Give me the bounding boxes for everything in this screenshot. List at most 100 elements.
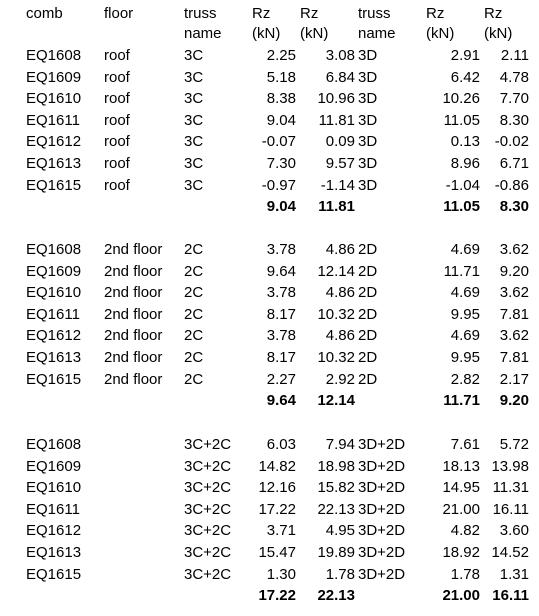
- header-floor: floor: [104, 5, 134, 22]
- cell-rz-4: 7.81: [499, 349, 529, 366]
- cell-floor: roof: [104, 133, 130, 151]
- cell-rz-3: -1.04: [445, 176, 480, 194]
- cell-rz-4: 3.62: [499, 241, 529, 258]
- cell-truss-name: 2C: [184, 327, 204, 345]
- cell-truss-name-2: 3D: [358, 47, 378, 64]
- cell-truss-name: 3C: [184, 47, 204, 64]
- cell-truss-name-2: 3D: [358, 155, 378, 172]
- cell-truss-name-2: 3D+2D: [358, 500, 406, 518]
- cell-rz-1: 2.27: [266, 370, 296, 388]
- cell-rz-1: 2.25: [266, 47, 296, 64]
- cell-rz-3: 11.71: [443, 262, 480, 280]
- cell-comb: EQ1612: [26, 133, 82, 151]
- cell-rz-2: -1.14: [320, 176, 355, 194]
- cell-truss-name-2: 2D: [358, 370, 378, 388]
- cell-rz-1: 12.16: [258, 479, 296, 497]
- cell-rz-4: 8.30: [499, 111, 529, 129]
- cell-rz-4: 3.62: [499, 327, 529, 345]
- cell-floor: roof: [104, 90, 130, 108]
- cell-rz-4: 14.52: [491, 544, 529, 561]
- cell-truss-name-2: 3D+2D: [358, 457, 406, 475]
- cell-rz-4: 3.60: [499, 522, 529, 540]
- cell-rz-3: 4.69: [450, 327, 480, 345]
- header-comb: comb: [26, 5, 63, 22]
- cell-floor: roof: [104, 68, 130, 86]
- cell-comb: EQ1612: [26, 522, 82, 540]
- cell-truss-name: 2C: [184, 284, 204, 302]
- cell-truss-name: 2C: [184, 370, 204, 388]
- cell-rz-1: 8.17: [266, 349, 296, 366]
- cell-truss-name: 3C+2C: [184, 565, 232, 583]
- header-rz-4-line1: Rz: [484, 5, 503, 22]
- cell-rz-4: 5.72: [499, 436, 529, 453]
- cell-rz-2: 7.94: [325, 436, 355, 453]
- cell-truss-name: 3C: [184, 176, 204, 194]
- cell-truss-name-2: 3D+2D: [358, 565, 406, 583]
- cell-comb: EQ1615: [26, 565, 82, 583]
- cell-rz-3: 18.92: [442, 544, 480, 561]
- header-rz-3-line2: (kN): [426, 25, 455, 42]
- cell-rz-2: 4.86: [325, 327, 355, 345]
- cell-rz-4: 16.11: [492, 500, 529, 518]
- header-truss-name-2-line2: name: [358, 25, 396, 42]
- cell-rz-4: -0.02: [494, 133, 529, 151]
- cell-rz-2: 15.82: [317, 479, 355, 497]
- cell-rz-1: 7.30: [266, 155, 296, 172]
- cell-floor: roof: [104, 111, 130, 129]
- cell-floor: 2nd floor: [104, 370, 163, 388]
- cell-comb: EQ1615: [26, 370, 82, 388]
- cell-floor: roof: [104, 155, 130, 172]
- cell-truss-name: 3C+2C: [184, 500, 232, 518]
- cell-comb: EQ1608: [26, 436, 82, 453]
- cell-rz-2: 22.13: [317, 500, 355, 518]
- max-rz-4: 9.20: [499, 392, 529, 410]
- cell-comb: EQ1613: [26, 155, 82, 172]
- cell-rz-3: 8.96: [450, 155, 480, 172]
- cell-truss-name: 3C: [184, 133, 204, 151]
- cell-rz-4: 3.62: [499, 284, 529, 302]
- cell-truss-name-2: 3D: [358, 68, 378, 86]
- cell-comb: EQ1613: [26, 349, 82, 366]
- cell-rz-3: 11.05: [443, 111, 480, 129]
- header-truss-name-1-line2: name: [184, 25, 222, 42]
- cell-rz-4: 13.98: [491, 457, 529, 475]
- header-rz-1-line2: (kN): [252, 25, 281, 42]
- cell-truss-name-2: 3D: [358, 176, 378, 194]
- cell-rz-1: -0.97: [261, 176, 296, 194]
- cell-rz-4: 1.31: [499, 565, 529, 583]
- cell-comb: EQ1612: [26, 327, 82, 345]
- cell-rz-1: 15.47: [258, 544, 296, 561]
- cell-rz-3: 2.82: [450, 370, 480, 388]
- cell-floor: 2nd floor: [104, 284, 163, 302]
- cell-rz-3: 14.95: [442, 479, 480, 497]
- max-rz-1: 17.22: [258, 587, 296, 605]
- cell-rz-3: 4.82: [450, 522, 480, 540]
- cell-rz-1: 3.78: [266, 327, 296, 345]
- cell-rz-3: 9.95: [450, 305, 480, 323]
- cell-truss-name-2: 3D: [358, 90, 378, 108]
- cell-rz-1: 5.18: [266, 68, 296, 86]
- cell-rz-3: 0.13: [450, 133, 480, 151]
- header-rz-2-line2: (kN): [300, 25, 329, 42]
- cell-comb: EQ1611: [26, 305, 80, 323]
- cell-rz-3: 21.00: [442, 500, 480, 518]
- cell-truss-name: 3C+2C: [184, 522, 232, 540]
- cell-rz-4: 2.11: [500, 47, 529, 64]
- cell-comb: EQ1609: [26, 457, 82, 475]
- header-rz-3-line1: Rz: [426, 5, 445, 22]
- max-rz-2: 22.13: [317, 587, 355, 605]
- max-rz-1: 9.04: [266, 198, 296, 216]
- cell-rz-3: 4.69: [450, 241, 480, 258]
- cell-rz-4: 2.17: [499, 370, 529, 388]
- cell-truss-name-2: 3D+2D: [358, 479, 406, 497]
- cell-rz-3: 2.91: [450, 47, 480, 64]
- cell-rz-1: 3.78: [266, 241, 296, 258]
- cell-comb: EQ1609: [26, 262, 82, 280]
- cell-rz-1: 1.30: [266, 565, 296, 583]
- max-rz-4: 8.30: [499, 198, 529, 216]
- cell-rz-4: -0.86: [494, 176, 529, 194]
- cell-rz-1: 9.04: [266, 111, 296, 129]
- cell-floor: 2nd floor: [104, 349, 163, 366]
- cell-comb: EQ1608: [26, 241, 82, 258]
